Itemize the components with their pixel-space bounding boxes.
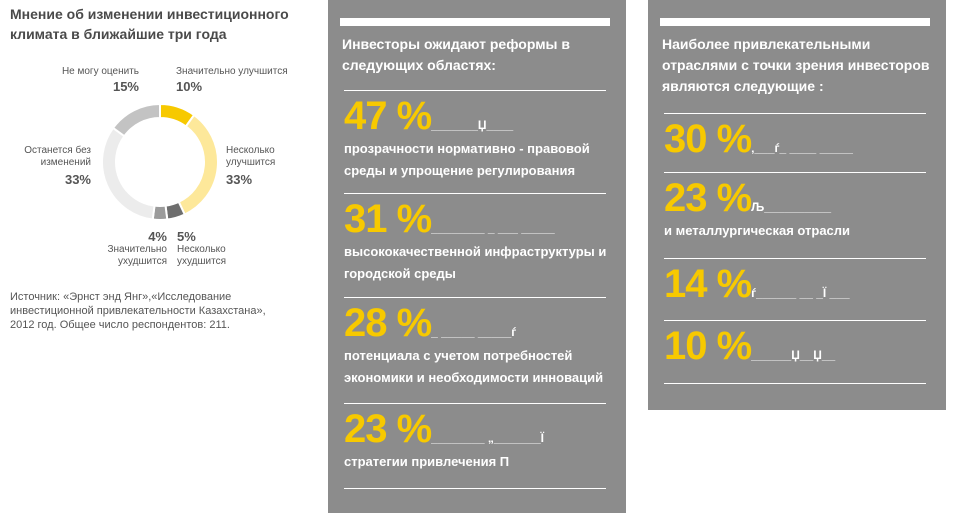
- big-number: 47 %: [344, 94, 432, 138]
- category-label: Несколько улучшится: [226, 145, 276, 168]
- panel-left: Инвесторы ожидают реформы в следующих об…: [328, 0, 626, 513]
- rule: [664, 172, 926, 173]
- item-text: потенциала с учетом потребностей экономи…: [344, 348, 604, 385]
- item-row: 14 %ѓ______ __ _Ї ___: [664, 262, 939, 307]
- rule: [664, 383, 926, 384]
- item-text: высококачественной инфраструктуры и горо…: [344, 244, 607, 281]
- rule: [344, 193, 606, 194]
- source: Источник: «Эрнст энд Янг»,«Исследование …: [10, 291, 266, 331]
- big-number: 10 %: [664, 324, 752, 368]
- item-row: 10 %______Џ__Џ__: [664, 324, 939, 369]
- item-text: прозрачности нормативно - правовой среды…: [344, 141, 590, 178]
- category-label: Несколько ухудшится: [177, 244, 226, 267]
- big-number: 23 %: [344, 407, 432, 451]
- item-row: 47 %_______Џ____: [344, 94, 619, 139]
- filler: ‚___ѓ_ ____ _____: [751, 141, 853, 155]
- big-number: 14 %: [664, 262, 752, 306]
- panel-right: Наиболее привлекательными отраслями с то…: [648, 0, 946, 410]
- rule: [664, 258, 926, 259]
- chart-title: Мнение об изменении инвестиционного клим…: [10, 6, 289, 42]
- filler: ________ „_______Ї: [431, 431, 544, 445]
- donut-segment: [177, 113, 219, 216]
- rule: [664, 320, 926, 321]
- rule: [344, 90, 606, 91]
- panel-heading: Наиболее привлекательными отраслями с то…: [662, 36, 930, 94]
- filler: Љ__________: [751, 200, 832, 214]
- category-label: Значительно улучшится: [176, 66, 288, 77]
- panel-heading: Инвесторы ожидают реформы в следующих об…: [342, 36, 571, 73]
- value-label: 33%: [64, 172, 91, 187]
- value-label: 10%: [176, 79, 203, 94]
- rule: [664, 113, 926, 114]
- big-number: 31 %: [344, 197, 432, 241]
- rule: [344, 297, 606, 298]
- item-text: стратегии привлечения П: [344, 454, 510, 469]
- big-number: 23 %: [664, 176, 752, 220]
- big-number: 30 %: [664, 117, 752, 161]
- value-label: 4%: [148, 229, 167, 244]
- item-row: 28 %_ _____ _____ѓ: [344, 301, 619, 346]
- rule: [344, 488, 606, 489]
- big-number: 28 %: [344, 301, 432, 345]
- filler: ________ _ ___ _____: [431, 221, 555, 235]
- item-row: 31 %________ _ ___ _____: [344, 197, 619, 242]
- category-label: Останется без изменений: [24, 145, 91, 168]
- filler: _ _____ _____ѓ: [431, 325, 517, 339]
- top-bar: [660, 18, 930, 26]
- category-label: Значительно ухудшится: [107, 244, 167, 267]
- rule: [344, 403, 606, 404]
- value-label: 5%: [177, 229, 196, 244]
- value-label: 33%: [226, 172, 253, 187]
- item-text: и металлургическая отрасли: [664, 223, 851, 238]
- item-row: 23 %Љ__________: [664, 176, 939, 221]
- donut-segment: [101, 126, 156, 221]
- item-row: 23 %________ „_______Ї: [344, 407, 619, 452]
- value-label: 15%: [112, 79, 139, 94]
- filler: ѓ______ __ _Ї ___: [751, 286, 850, 300]
- filler: _______Џ____: [431, 118, 514, 132]
- donut-segment: [111, 102, 161, 138]
- category-label: Не могу оценить: [61, 66, 139, 77]
- filler: ______Џ__Џ__: [751, 348, 836, 362]
- item-row: 30 %‚___ѓ_ ____ _____: [664, 117, 939, 162]
- top-bar: [340, 18, 610, 26]
- chart: [101, 102, 219, 221]
